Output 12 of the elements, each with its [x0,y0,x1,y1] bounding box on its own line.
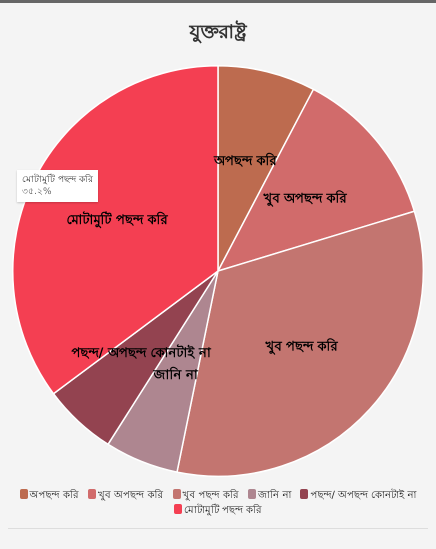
legend-label: মোটামুটি পছন্দ করি [182,505,262,516]
legend-label: খুব পছন্দ করি [182,490,239,501]
legend-label: জানি না [256,490,292,501]
chart-title: যুক্তরাষ্ট্র [188,19,248,46]
slice-label: মোটামুটি পছন্দ করি [22,174,93,186]
legend-label: খুব অপছন্দ করি [97,490,164,501]
slice-label: খুব অপছন্দ করি [262,189,348,208]
data-label: ৩৫.২% [22,186,53,198]
slice-label: মোটামুটি পছন্দ করি [66,210,169,229]
legend-label: অপছন্দ করি [28,490,79,501]
slice-label: খুব পছন্দ করি [264,337,339,356]
legend-label: পছন্দ/ অপছন্দ কোনটাই না [309,490,416,501]
